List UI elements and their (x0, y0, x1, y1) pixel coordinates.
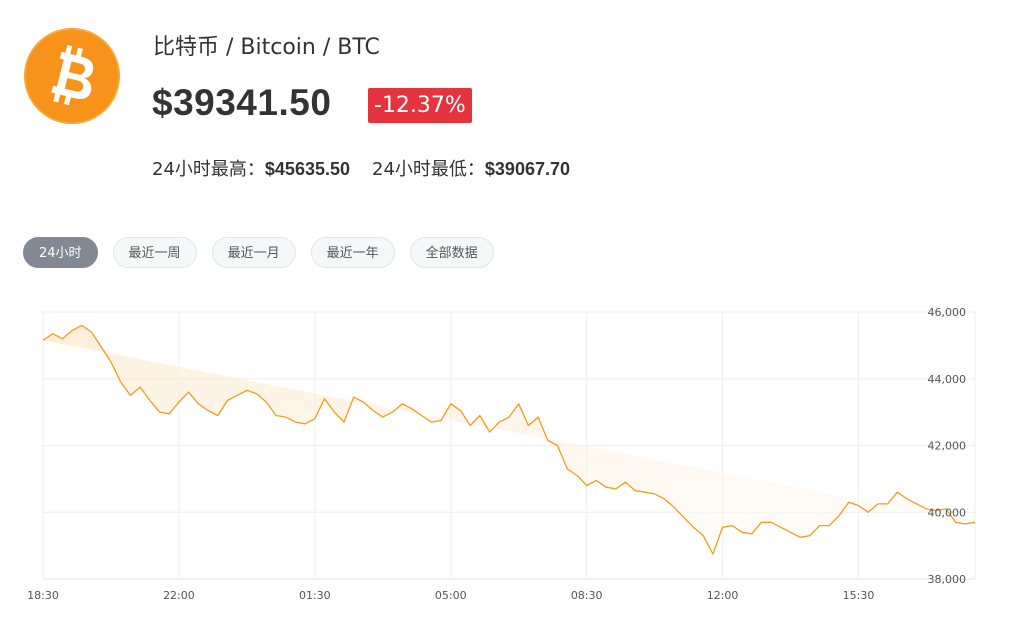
current-price: $39341.50 (152, 82, 332, 123)
tab-24h[interactable]: 24小时 (23, 237, 98, 268)
low-value: $39067.70 (484, 159, 570, 179)
logo-b-glyph (51, 44, 94, 106)
x-tick-label: 18:30 (27, 589, 59, 602)
y-tick-label: 44,000 (928, 373, 967, 386)
low-label: 24小时最低： (372, 159, 485, 180)
logo-ring (24, 28, 120, 124)
x-tick-label: 15:30 (843, 589, 875, 602)
time-range-tabs: 24小时 最近一周 最近一月 最近一年 全部数据 (23, 237, 494, 268)
x-tick-label: 12:00 (707, 589, 739, 602)
price-chart: 18:30 22:00 01:30 05:00 08:30 12:00 15:30 46,0… (27, 306, 976, 602)
tab-week[interactable]: 最近一周 (112, 237, 197, 268)
price-change-badge: -12.37% (368, 88, 472, 123)
price-range-stats: 24小时最高：$45635.50 24小时最低：$39067.70 (152, 155, 570, 181)
y-tick-label: 42,000 (928, 440, 967, 453)
x-tick-label: 22:00 (163, 589, 195, 602)
y-tick-label: 46,000 (928, 306, 967, 319)
x-tick-label: 05:00 (435, 589, 467, 602)
y-tick-label: 38,000 (928, 573, 967, 586)
y-axis-ticks: 46,000 44,000 42,000 40,000 38,000 (928, 306, 967, 586)
high-value: $45635.50 (264, 159, 350, 179)
tab-year[interactable]: 最近一年 (310, 237, 395, 268)
coin-title: 比特币 / Bitcoin / BTC (153, 35, 380, 60)
bitcoin-logo-icon (24, 28, 120, 124)
x-tick-label: 08:30 (571, 589, 603, 602)
tab-all-data[interactable]: 全部数据 (409, 237, 494, 268)
x-axis-ticks: 18:30 22:00 01:30 05:00 08:30 12:00 15:30 (27, 589, 874, 602)
high-label: 24小时最高： (152, 159, 265, 180)
chart-grid (42, 311, 976, 580)
tab-month[interactable]: 最近一月 (211, 237, 296, 268)
price-area-fill (43, 325, 975, 554)
x-tick-label: 01:30 (299, 589, 331, 602)
y-tick-label: 40,000 (928, 506, 967, 519)
price-line-series (42, 324, 976, 555)
